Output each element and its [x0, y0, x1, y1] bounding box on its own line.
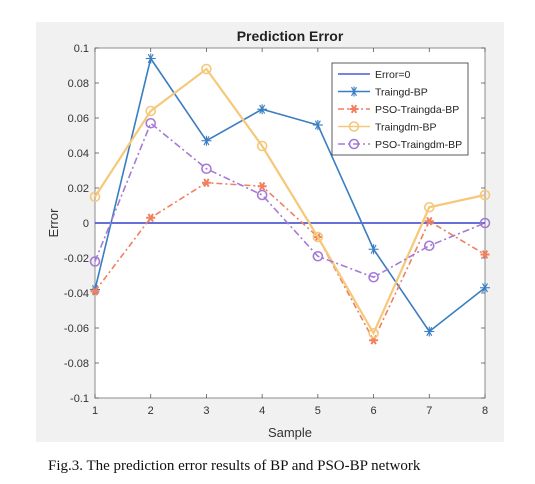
series-4-point — [89, 256, 101, 267]
y-tick-label: 0.06 — [68, 113, 89, 125]
series-2-point — [201, 178, 211, 188]
chart-title: Prediction Error — [237, 28, 344, 44]
y-tick-label: -0.02 — [64, 253, 89, 265]
series-3-point — [256, 140, 268, 152]
x-axis-label: Sample — [268, 425, 312, 440]
x-tick-label: 4 — [259, 405, 265, 417]
series-4-point — [423, 240, 435, 252]
legend-label: PSO-Traingdm-BP — [375, 139, 462, 151]
series-4-point — [312, 250, 324, 262]
y-tick-label: 0.02 — [68, 183, 89, 195]
legend-label: PSO-Traingda-BP — [375, 104, 459, 116]
y-axis-label: Error — [46, 208, 61, 238]
series-4-point — [368, 271, 379, 283]
series-1-point — [368, 244, 379, 255]
series-4-point — [479, 217, 491, 229]
series-1-point — [145, 53, 156, 64]
series-2-point — [257, 181, 267, 191]
y-tick-label: 0.1 — [74, 43, 89, 55]
x-tick-label: 5 — [315, 405, 321, 417]
y-tick-label: -0.06 — [64, 323, 89, 335]
series-1-point — [424, 326, 435, 337]
y-tick-label: -0.1 — [70, 393, 89, 405]
series-1-point — [312, 120, 323, 130]
legend-marker — [348, 138, 360, 150]
x-tick-label: 8 — [482, 405, 488, 417]
y-tick-label: 0 — [83, 218, 89, 230]
series-3-point — [201, 63, 212, 75]
y-tick-label: -0.08 — [64, 358, 89, 370]
x-tick-label: 1 — [92, 405, 98, 417]
series-layer — [89, 53, 491, 345]
series-line-1 — [94, 56, 486, 333]
y-tick-label: -0.04 — [64, 288, 89, 300]
y-tick-label: 0.08 — [68, 78, 89, 90]
legend: Error=0 Traingd-BP PSO-Traingda-BP Traingdm… — [331, 62, 469, 156]
figure-caption: Fig.3. The prediction error results of B… — [48, 458, 421, 474]
legend-label: Traingdm-BP — [375, 122, 436, 134]
series-4-point — [201, 163, 212, 175]
x-tick-label: 7 — [426, 405, 432, 417]
series-line-4 — [94, 121, 486, 279]
legend-label: Error=0 — [375, 69, 410, 81]
series-3-point — [479, 189, 491, 201]
series-4-point — [145, 117, 157, 129]
series-1-point — [201, 135, 212, 146]
series-3-point — [423, 201, 435, 213]
series-4-point — [256, 189, 268, 201]
legend-marker — [349, 86, 359, 97]
series-line-2 — [94, 181, 486, 343]
x-tick-label: 6 — [371, 405, 377, 417]
series-3-point — [312, 231, 324, 243]
y-tick-label: 0.04 — [68, 148, 89, 160]
legend-label: Traingd-BP — [375, 87, 428, 99]
x-axis-ticks: 1 2 3 4 5 6 7 8 — [92, 48, 488, 417]
series-3-point — [368, 327, 379, 339]
series-2-point — [90, 286, 100, 296]
series-1-point — [480, 282, 490, 293]
series-3-point — [89, 191, 101, 203]
series-2-point — [424, 216, 434, 226]
legend-marker — [348, 121, 360, 132]
series-3-point — [145, 105, 157, 117]
series-2-point — [480, 250, 490, 259]
legend-marker — [349, 104, 359, 114]
series-1-point — [257, 104, 268, 115]
series-2-point — [146, 213, 156, 223]
series-line-3 — [94, 67, 486, 336]
x-tick-label: 2 — [148, 405, 154, 417]
y-axis-ticks: 0.1 0.08 0.06 0.04 0.02 0 -0.02 -0.04 -0.06 -0.08… — [64, 43, 485, 405]
x-tick-label: 3 — [203, 405, 209, 417]
